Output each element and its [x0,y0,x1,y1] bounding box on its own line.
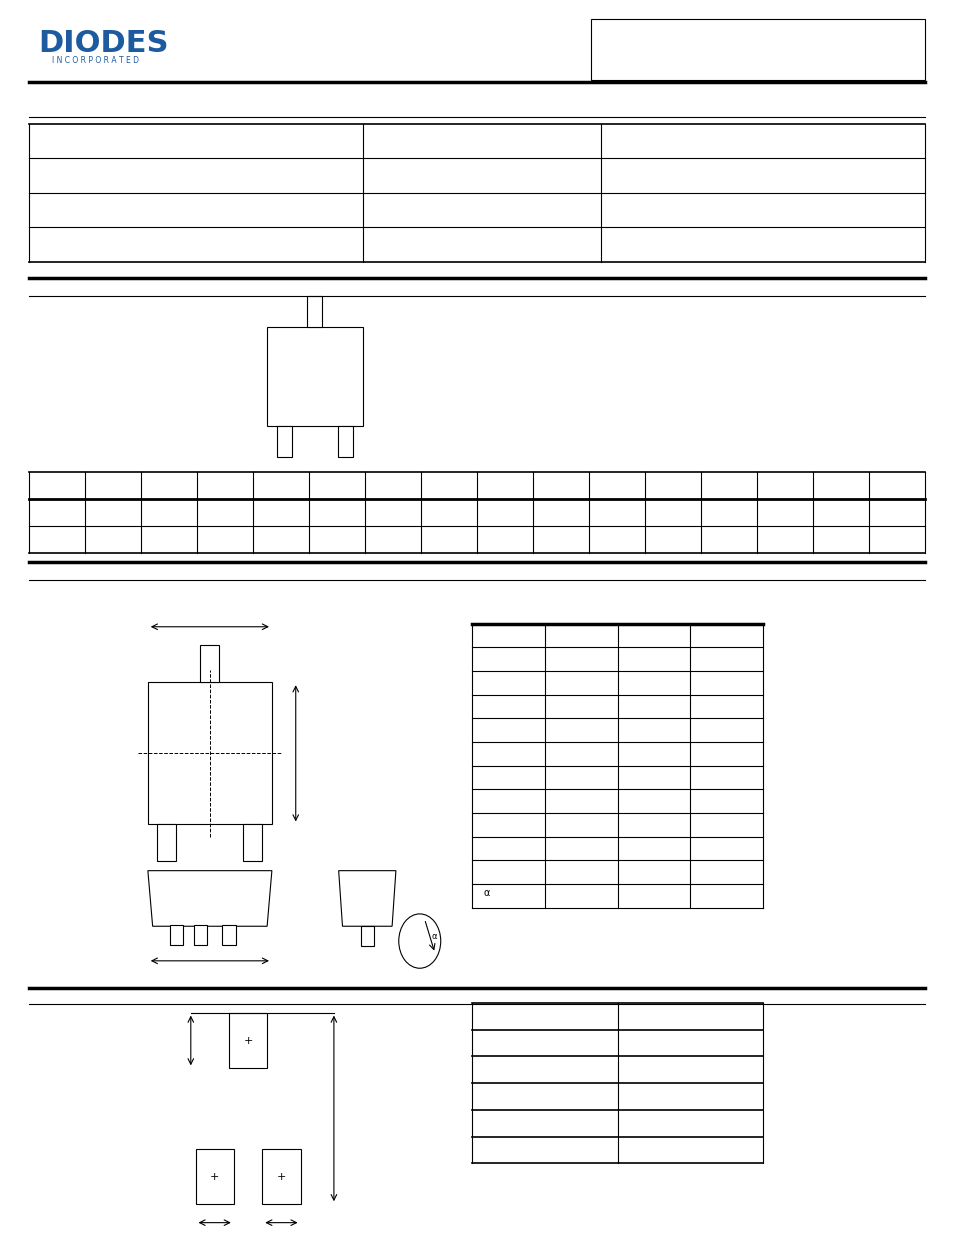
Bar [193,925,207,945]
Bar [360,926,374,946]
Bar [200,645,219,682]
Bar [170,925,183,945]
Bar [591,19,924,80]
Bar [276,426,292,457]
Bar [243,825,262,862]
Bar [157,825,176,862]
Bar [148,682,272,825]
Text: α: α [483,888,490,898]
Bar [267,327,362,426]
Bar [262,1149,300,1204]
Bar [337,426,353,457]
Bar [222,925,235,945]
Text: I N C O R P O R A T E D: I N C O R P O R A T E D [52,56,139,65]
Bar [229,1013,267,1068]
Text: +: + [276,1172,286,1182]
Text: DIODES: DIODES [38,28,169,58]
Bar [195,1149,233,1204]
Text: +: + [210,1172,219,1182]
Text: α: α [431,931,436,941]
Text: +: + [243,1036,253,1046]
Bar [307,296,322,327]
